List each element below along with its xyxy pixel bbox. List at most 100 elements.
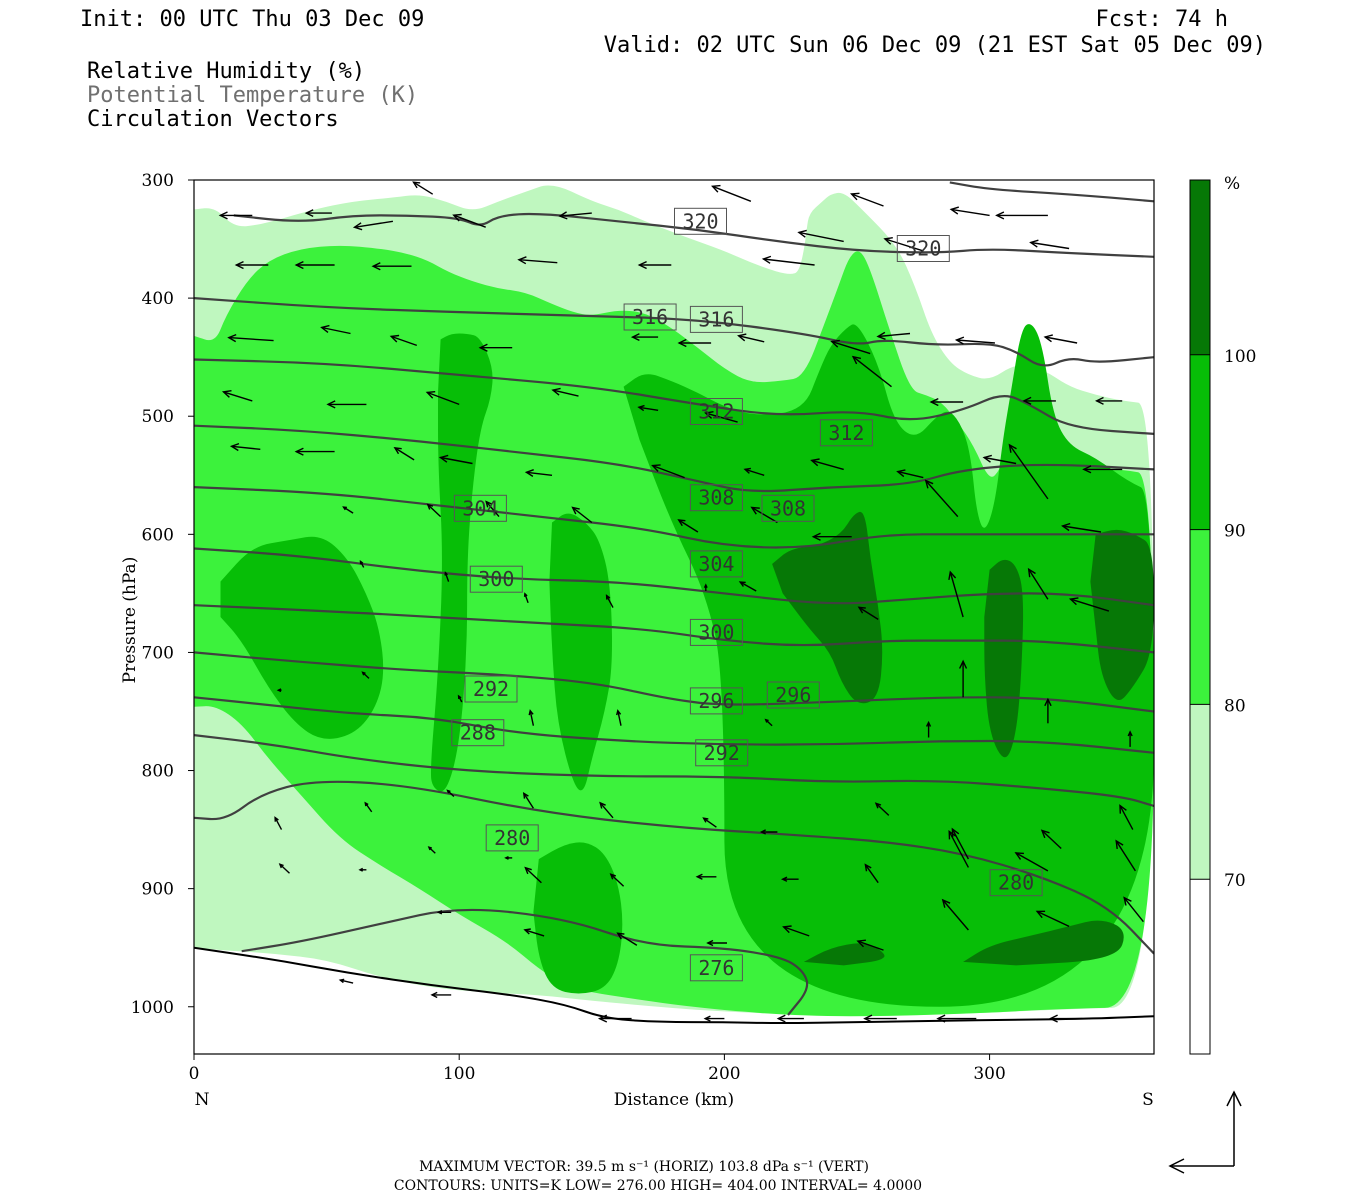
vector-head [780,876,788,882]
vector-head [425,391,436,399]
vector-shaft [231,445,261,450]
vector-head [485,500,492,508]
vector-head [221,390,232,398]
contour-label: 312 [819,419,873,447]
contour-label-text: 308 [770,496,806,520]
vector-shaft [884,238,924,252]
contour-label-text: 292 [704,741,740,765]
x-tick-label: 0 [189,1064,200,1084]
circulation-vector [457,694,463,703]
circulation-vector [504,855,513,860]
vector-shaft [851,193,884,207]
theta-contour-316 [194,297,1154,367]
rh-region-90 [533,842,623,994]
vector-shaft [523,792,534,809]
contour-label-box [689,550,743,578]
theta-contour-300 [194,547,1154,607]
vector-shaft [744,468,765,476]
circulation-vector [896,469,924,479]
circulation-vector [797,229,844,243]
vector-head [1043,334,1053,343]
circulation-vector [703,583,708,591]
contour-label: 320 [896,235,950,262]
colorbar-label: 70 [1224,871,1246,891]
contour-label-box [695,739,749,767]
circulation-vector [677,338,712,348]
vector-head [427,846,433,851]
theta-contour-276 [241,908,809,1016]
contour-label-text: 296 [775,683,811,707]
vector-shaft [678,519,699,533]
contours-note: CONTOURS: UNITS=K LOW= 276.00 HIGH= 404.… [394,1178,922,1194]
vector-shaft [279,863,290,874]
vector-shaft [857,940,884,951]
forecast-hour: Fcst: 74 h [1096,7,1228,32]
colorbar-segment [1190,180,1210,355]
contour-label-box [689,618,743,646]
vector-head [883,237,893,245]
vector-head [605,594,611,600]
vector-head [430,991,438,999]
circulation-vector [524,469,553,477]
vector-head [444,571,448,576]
x-axis-title: Distance (km) [614,1090,734,1110]
vector-head [857,606,866,614]
circulation-vector [949,206,990,217]
vector-shaft [798,231,844,243]
vector-head [637,260,647,270]
circulation-vector [393,447,415,461]
vector-head [609,873,617,880]
contour-label-text: 316 [698,307,734,331]
circulation-vector [761,255,815,266]
vector-head [743,467,752,474]
circulation-vector [338,978,354,984]
theta-contour-292 [194,651,1154,713]
circulation-vector [358,867,367,872]
circulation-vector [637,260,672,270]
colorbar-label: 80 [1224,696,1246,716]
vector-head [359,559,364,565]
contour-label-text: 304 [698,552,734,576]
contour-label: 316 [623,303,677,331]
contour-label: 300 [689,618,743,646]
vector-shaft [1070,598,1110,612]
circulation-vector [737,333,765,343]
circulation-vector [849,192,884,207]
circulation-vector [706,939,727,947]
vector-head [1029,239,1039,248]
vector-head [929,397,939,407]
colorbar-segment [1190,704,1210,880]
vector-head [776,1014,786,1023]
circulation-vector [274,816,283,830]
vector-shaft [518,259,558,264]
contour-label-text: 276 [698,956,734,980]
contour-label-box [451,719,505,747]
vector-head [342,506,347,511]
contour-label-text: 308 [698,486,734,510]
vector-shaft [983,456,1017,465]
contour-label-box [674,207,727,235]
vector-head [711,184,721,193]
circulation-vector [427,846,436,854]
theta-contour-296 [194,604,1154,654]
vector-head [1022,396,1032,405]
vector-shaft [1062,525,1102,533]
circulation-vector [936,1014,977,1023]
circulation-vector [856,939,884,951]
circulation-vector [851,355,892,388]
vector-shaft [1041,829,1062,850]
vector-shaft [951,208,990,217]
rh-region-100 [963,920,1124,966]
colorbar-segment [1190,879,1210,1054]
y-tick-label: 1000 [131,998,174,1018]
vector-head [677,338,687,348]
contour-label-text: 288 [460,721,496,745]
contour-label-box [766,681,820,709]
vector-head [703,1015,711,1022]
vector-head [528,709,534,716]
contour-label-text: 320 [682,209,718,233]
vector-head [361,671,366,676]
circulation-vector [929,397,964,407]
vector-head [948,570,957,581]
